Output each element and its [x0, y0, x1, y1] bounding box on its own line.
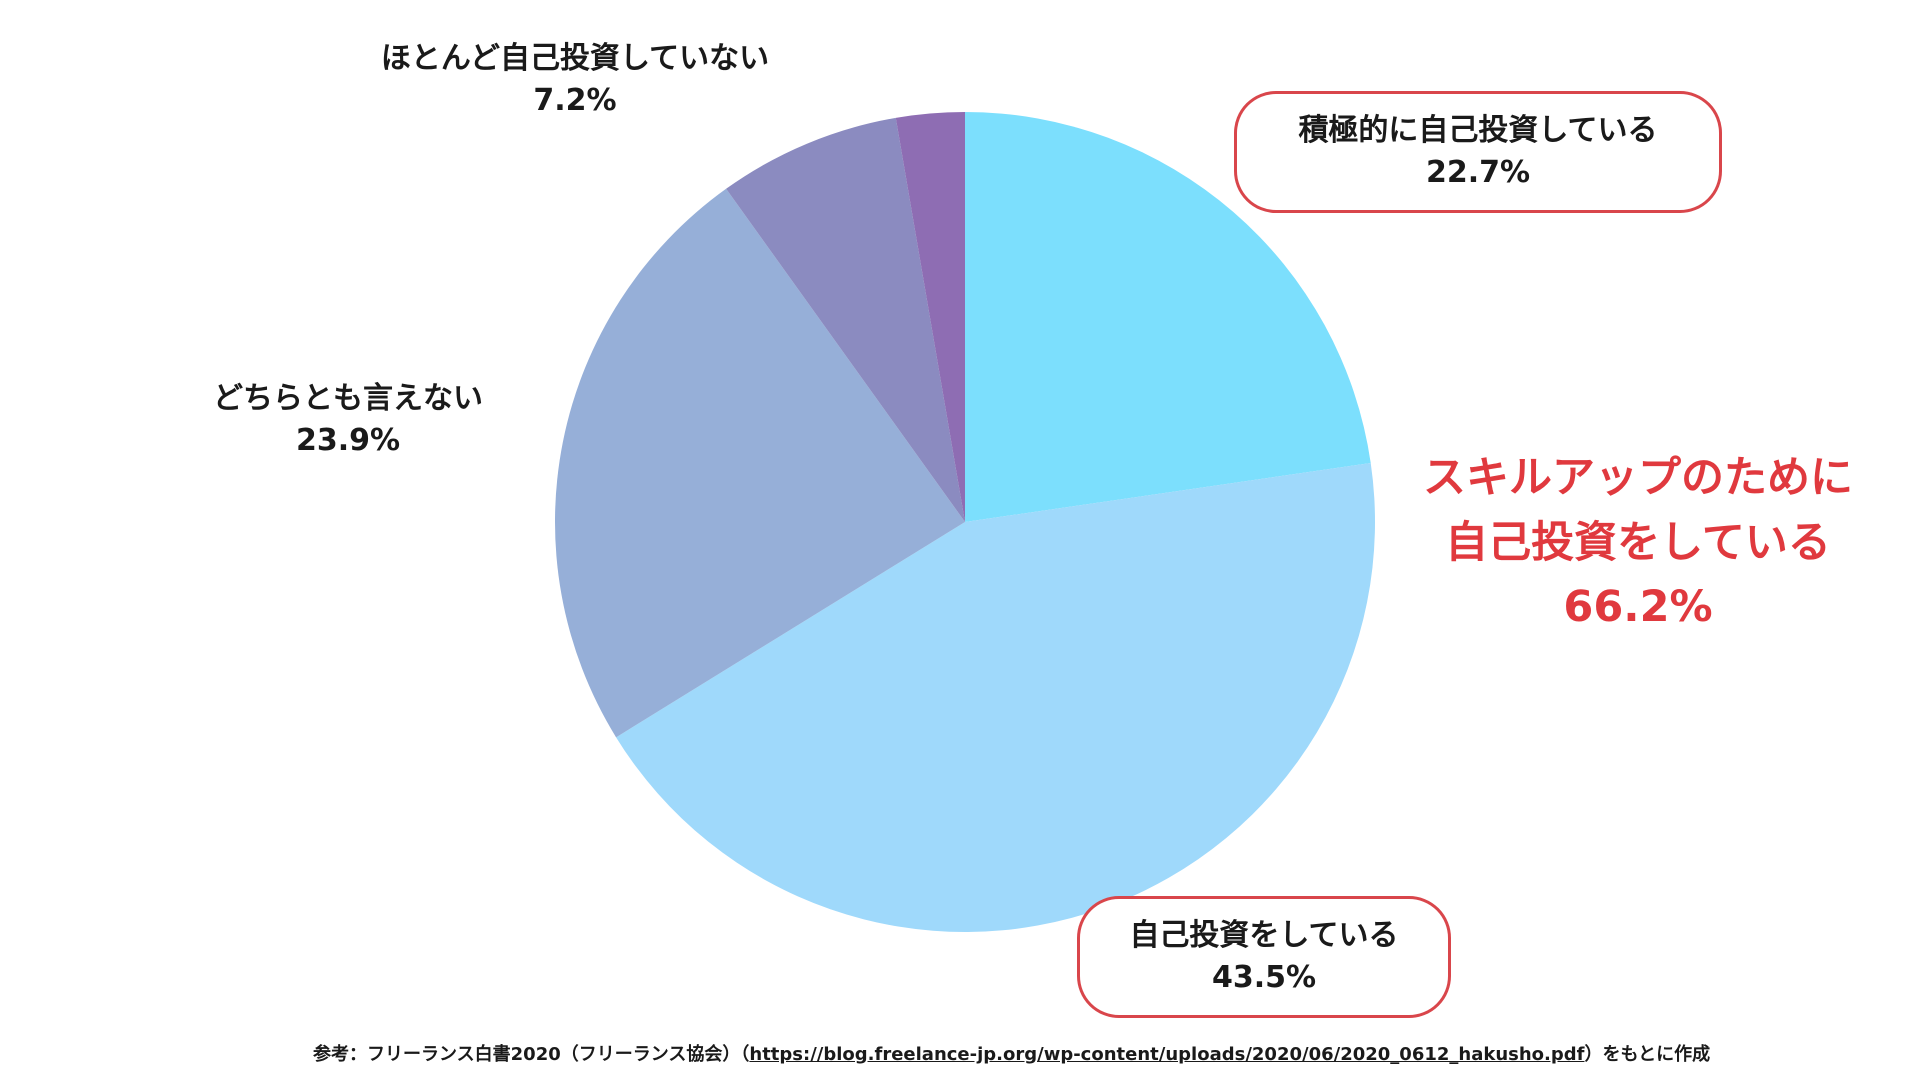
- slice-label-value: 7.2%: [533, 83, 617, 118]
- slice-neither: [555, 188, 965, 738]
- slice-label-text: 自己投資をしている: [1129, 918, 1399, 953]
- highlight-line1: スキルアップのために: [1423, 453, 1853, 503]
- slice-label-active-investment: 積極的に自己投資している 22.7%: [1234, 91, 1722, 213]
- source-suffix: ）をもとに作成: [1584, 1044, 1711, 1065]
- slice-label-neither: どちらとも言えない 23.9%: [186, 378, 510, 462]
- source-link[interactable]: https://blog.freelance-jp.org/wp-content…: [749, 1044, 1585, 1065]
- slice-label-value: 22.7%: [1425, 155, 1531, 190]
- slice-active-investment: [965, 112, 1371, 522]
- slice-investing: [616, 462, 1375, 932]
- slice-label-value: 23.9%: [295, 423, 401, 458]
- slice-label-investing: 自己投資をしている 43.5%: [1077, 896, 1451, 1018]
- slice-label-value: 43.5%: [1211, 960, 1317, 995]
- slice-label-text: どちらとも言えない: [213, 381, 483, 416]
- highlight-annotation: スキルアップのために 自己投資をしている 66.2%: [1398, 446, 1878, 640]
- slice-label-text: 積極的に自己投資している: [1298, 113, 1658, 148]
- highlight-line2: 自己投資をしている: [1445, 517, 1831, 568]
- slice-label-text: ほとんど自己投資していない: [380, 41, 770, 76]
- source-prefix: 参考：フリーランス白書2020（フリーランス協会）（: [313, 1044, 750, 1065]
- highlight-value: 66.2%: [1563, 582, 1713, 632]
- slice-other: [895, 112, 965, 522]
- slice-hardly-investing: [726, 117, 965, 523]
- slice-label-hardly-investing: ほとんど自己投資していない 7.2%: [345, 38, 805, 122]
- source-note: 参考：フリーランス白書2020（フリーランス協会）（https://blog.f…: [313, 1040, 1710, 1066]
